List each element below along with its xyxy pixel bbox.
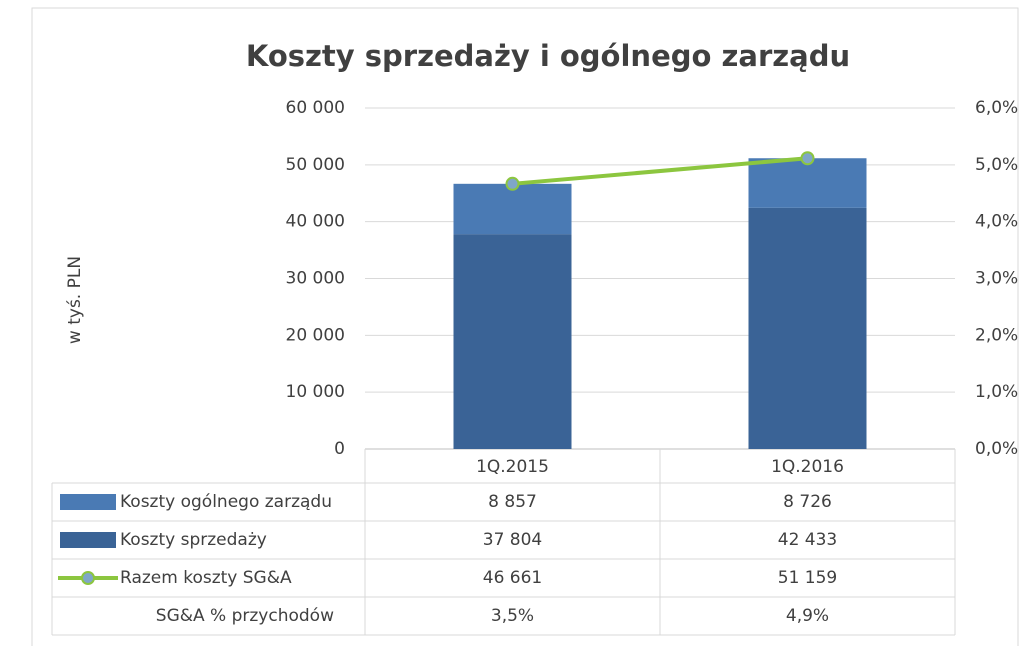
bar (453, 234, 572, 449)
bar (453, 183, 572, 235)
y2-tick-label: 4,0% (975, 212, 1018, 232)
legend-label: Koszty ogólnego zarządu (120, 492, 332, 512)
y2-tick-label: 3,0% (975, 269, 1018, 289)
y2-tick-label: 6,0% (975, 98, 1018, 118)
legend-label: Koszty sprzedaży (120, 530, 267, 550)
table-value: 51 159 (778, 568, 837, 588)
legend-marker (81, 571, 95, 585)
y-tick-label: 30 000 (286, 269, 345, 289)
chart-title: Koszty sprzedaży i ogólnego zarządu (246, 39, 850, 73)
legend-swatch (60, 532, 116, 548)
table-value: 46 661 (483, 568, 542, 588)
y-axis-label: w tyś. PLN (65, 256, 85, 344)
y2-tick-label: 1,0% (975, 382, 1018, 402)
line (512, 156, 808, 186)
y-tick-label: 20 000 (286, 325, 345, 345)
bar (748, 158, 867, 208)
y-tick-label: 50 000 (286, 155, 345, 175)
y2-tick-label: 2,0% (975, 325, 1018, 345)
bar (748, 207, 867, 449)
line-marker (800, 151, 815, 166)
y-tick-label: 0 (334, 439, 345, 459)
table-value: 3,5% (491, 606, 534, 626)
legend-label: Razem koszty SG&A (120, 568, 292, 588)
line-marker (505, 176, 520, 191)
y2-tick-label: 0,0% (975, 439, 1018, 459)
table-value: 42 433 (778, 530, 837, 550)
x-tick-label: 1Q.2016 (771, 457, 844, 477)
table-value: 4,9% (786, 606, 829, 626)
x-tick-label: 1Q.2015 (476, 457, 549, 477)
y-tick-label: 10 000 (286, 382, 345, 402)
y-tick-label: 60 000 (286, 98, 345, 118)
legend-swatch (60, 494, 116, 510)
y2-tick-label: 5,0% (975, 155, 1018, 175)
legend-label: SG&A % przychodów (156, 606, 334, 626)
table-value: 8 857 (488, 492, 537, 512)
table-value: 8 726 (783, 492, 832, 512)
y-tick-label: 40 000 (286, 212, 345, 232)
table-value: 37 804 (483, 530, 542, 550)
